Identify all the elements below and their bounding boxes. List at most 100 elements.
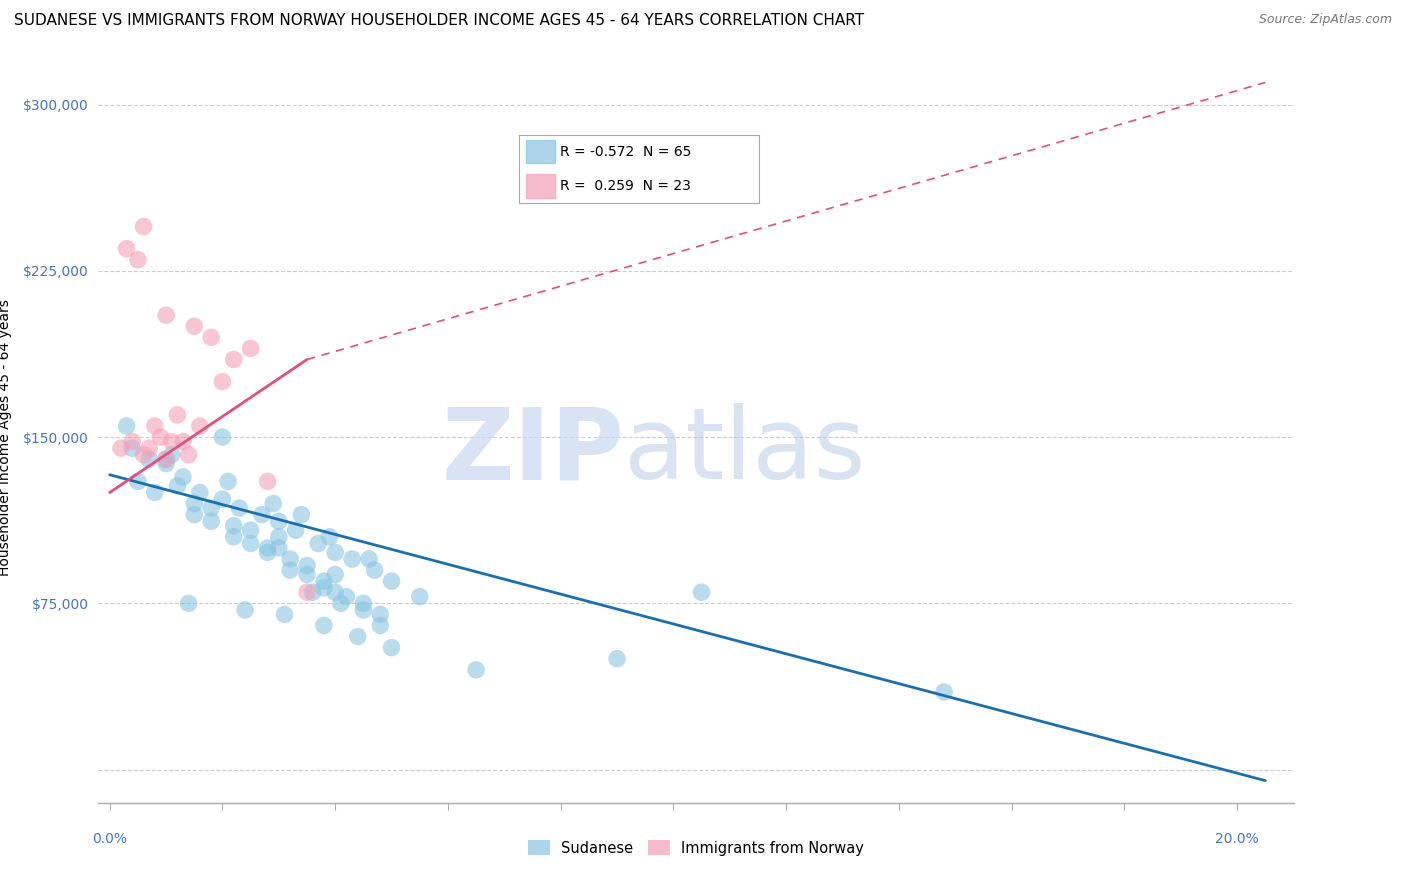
Point	[256, 475, 278, 489]
Text: 0.0%: 0.0%	[93, 831, 127, 846]
Point	[340, 552, 363, 566]
Point	[380, 574, 402, 589]
Point	[312, 581, 335, 595]
Point	[222, 530, 245, 544]
Point	[172, 470, 194, 484]
Point	[222, 352, 245, 367]
Point	[267, 530, 290, 544]
Text: 20.0%: 20.0%	[1215, 831, 1258, 846]
Point	[323, 585, 346, 599]
Point	[211, 375, 233, 389]
Text: R =  0.259  N = 23: R = 0.259 N = 23	[560, 179, 690, 193]
Y-axis label: Householder Income Ages 45 - 64 years: Householder Income Ages 45 - 64 years	[0, 299, 11, 575]
Text: SUDANESE VS IMMIGRANTS FROM NORWAY HOUSEHOLDER INCOME AGES 45 - 64 YEARS CORRELA: SUDANESE VS IMMIGRANTS FROM NORWAY HOUSE…	[14, 13, 865, 29]
Point	[352, 596, 374, 610]
Point	[307, 536, 329, 550]
Point	[217, 475, 239, 489]
Point	[138, 452, 160, 467]
Point	[312, 618, 335, 632]
Point	[295, 558, 318, 573]
Point	[267, 514, 290, 528]
Point	[932, 685, 955, 699]
Point	[172, 434, 194, 449]
Point	[183, 497, 205, 511]
Point	[256, 545, 278, 559]
Legend: Sudanese, Immigrants from Norway: Sudanese, Immigrants from Norway	[522, 834, 870, 862]
Point	[149, 430, 172, 444]
Point	[228, 501, 250, 516]
Point	[200, 330, 222, 344]
Point	[121, 441, 143, 455]
Point	[183, 319, 205, 334]
Point	[127, 475, 149, 489]
Point	[278, 563, 301, 577]
Point	[110, 441, 132, 455]
Point	[166, 479, 188, 493]
Point	[262, 497, 284, 511]
Point	[290, 508, 312, 522]
Point	[166, 408, 188, 422]
Point	[183, 508, 205, 522]
Point	[606, 651, 628, 665]
Point	[160, 434, 183, 449]
Point	[335, 590, 357, 604]
Point	[115, 419, 138, 434]
Point	[352, 603, 374, 617]
Text: Source: ZipAtlas.com: Source: ZipAtlas.com	[1258, 13, 1392, 27]
Point	[239, 342, 262, 356]
Point	[329, 596, 352, 610]
Point	[465, 663, 488, 677]
Point	[295, 585, 318, 599]
Point	[250, 508, 273, 522]
Point	[138, 441, 160, 455]
Point	[273, 607, 295, 622]
Point	[233, 603, 256, 617]
Point	[284, 523, 307, 537]
Point	[256, 541, 278, 555]
Text: R = -0.572  N = 65: R = -0.572 N = 65	[560, 145, 692, 159]
Point	[368, 607, 391, 622]
Point	[177, 596, 200, 610]
Point	[121, 434, 143, 449]
Point	[188, 485, 211, 500]
Point	[690, 585, 713, 599]
Point	[380, 640, 402, 655]
Point	[278, 552, 301, 566]
Point	[295, 567, 318, 582]
Point	[357, 552, 380, 566]
Point	[155, 308, 177, 322]
Point	[267, 541, 290, 555]
Point	[200, 501, 222, 516]
Point	[346, 630, 368, 644]
Point	[323, 545, 346, 559]
Point	[127, 252, 149, 267]
Point	[143, 485, 166, 500]
Point	[155, 457, 177, 471]
Text: ZIP: ZIP	[441, 403, 624, 500]
Point	[160, 448, 183, 462]
Point	[368, 618, 391, 632]
Bar	[526, 140, 555, 163]
Point	[312, 574, 335, 589]
Point	[363, 563, 385, 577]
Point	[177, 448, 200, 462]
Point	[143, 419, 166, 434]
Point	[155, 452, 177, 467]
Point	[318, 530, 340, 544]
Point	[211, 492, 233, 507]
Point	[211, 430, 233, 444]
Point	[115, 242, 138, 256]
Text: atlas: atlas	[624, 403, 866, 500]
Bar	[526, 174, 555, 198]
Point	[132, 448, 155, 462]
Point	[323, 567, 346, 582]
Point	[200, 514, 222, 528]
Point	[132, 219, 155, 234]
Point	[188, 419, 211, 434]
Point	[222, 518, 245, 533]
Point	[301, 585, 323, 599]
Point	[239, 536, 262, 550]
Point	[155, 452, 177, 467]
Point	[409, 590, 432, 604]
Point	[239, 523, 262, 537]
